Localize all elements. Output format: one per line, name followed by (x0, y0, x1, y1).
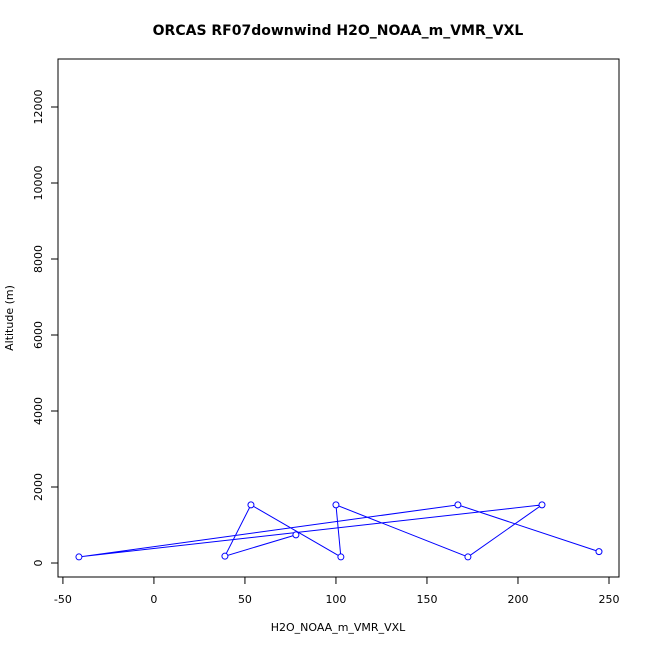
y-axis-label: Altitude (m) (3, 285, 16, 351)
x-tick-label: 100 (325, 593, 346, 606)
x-tick-label: 200 (507, 593, 528, 606)
y-tick-label: 8000 (32, 245, 45, 273)
chart-title: ORCAS RF07downwind H2O_NOAA_m_VMR_VXL (153, 23, 524, 39)
data-point (247, 501, 255, 509)
data-line (78, 504, 600, 558)
data-point (292, 531, 300, 539)
data-point (538, 501, 546, 509)
data-point (332, 501, 340, 509)
data-point (221, 552, 229, 560)
data-point (75, 553, 83, 561)
x-tick-label: 150 (416, 593, 437, 606)
y-tick-label: 2000 (32, 473, 45, 501)
data-point (595, 548, 603, 556)
data-point (464, 553, 472, 561)
data-point (337, 553, 345, 561)
x-axis-label: H2O_NOAA_m_VMR_VXL (271, 621, 406, 634)
x-tick-label: 50 (238, 593, 252, 606)
y-tick-label: 10000 (32, 165, 45, 200)
x-tick-label: 250 (598, 593, 619, 606)
x-tick-label: 0 (150, 593, 157, 606)
x-tick-label: -50 (54, 593, 72, 606)
data-point (454, 501, 462, 509)
y-tick-label: 0 (32, 560, 45, 567)
y-tick-label: 12000 (32, 89, 45, 124)
y-tick-label: 6000 (32, 321, 45, 349)
y-tick-label: 4000 (32, 397, 45, 425)
